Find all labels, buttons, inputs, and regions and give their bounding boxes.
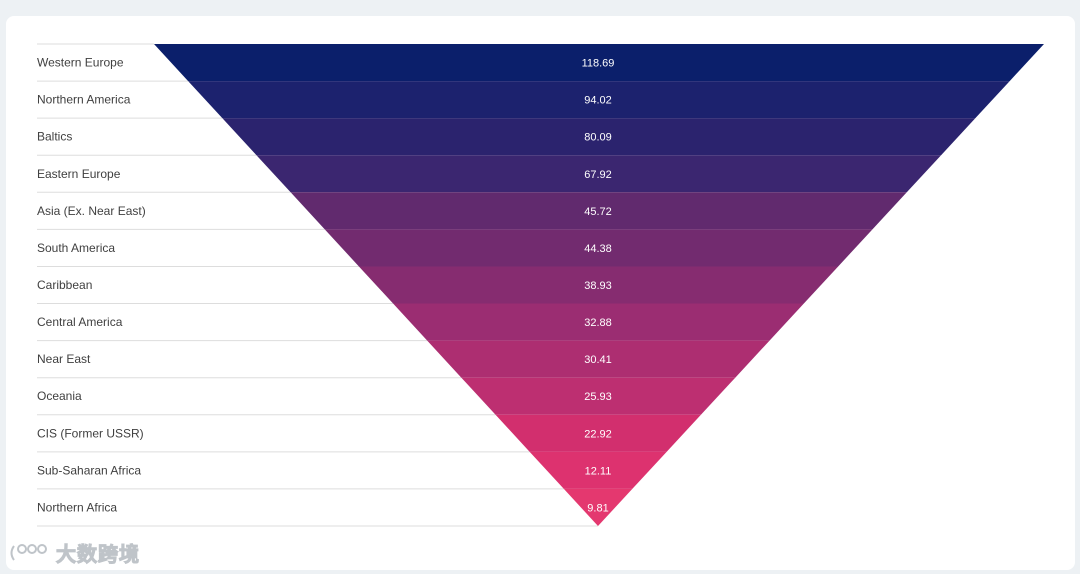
category-label: South America [37, 241, 115, 255]
category-label: Western Europe [37, 56, 124, 70]
value-label: 67.92 [584, 169, 612, 181]
value-label: 25.93 [584, 391, 612, 403]
watermark-text: 大数跨境 [56, 542, 140, 567]
category-label: Baltics [37, 130, 72, 144]
funnel-band[interactable] [324, 229, 873, 267]
funnel-band[interactable] [393, 303, 804, 341]
funnel-band[interactable] [461, 377, 736, 415]
funnel-chart: Western Europe Northern America Baltics Eas… [37, 43, 1044, 527]
category-label: Eastern Europe [37, 167, 121, 181]
value-label: 44.38 [584, 243, 612, 255]
value-label: 30.41 [584, 354, 612, 366]
category-label: Caribbean [37, 278, 92, 292]
funnel-band[interactable] [358, 266, 839, 304]
funnel-band[interactable] [222, 118, 976, 156]
category-label: Sub-Saharan Africa [37, 463, 141, 477]
watermark: 大数跨境 [8, 538, 140, 567]
funnel-band[interactable] [188, 81, 1010, 119]
funnel-band[interactable] [154, 44, 1044, 82]
category-label: Asia (Ex. Near East) [37, 204, 146, 218]
category-label: Oceania [37, 389, 82, 403]
value-label: 80.09 [584, 132, 612, 144]
funnel-band[interactable] [495, 414, 701, 452]
value-label: 118.69 [582, 58, 615, 70]
category-label: Central America [37, 315, 123, 329]
category-label: Northern Africa [37, 500, 117, 514]
value-label: 38.93 [584, 280, 612, 292]
funnel-band[interactable] [563, 488, 633, 526]
value-label: 32.88 [584, 317, 612, 329]
watermark-logo-icon [10, 543, 47, 561]
chart-card: Western Europe Northern America Baltics Eas… [6, 16, 1075, 570]
funnel-band[interactable] [427, 340, 770, 378]
value-label: 45.72 [584, 206, 612, 218]
value-label: 22.92 [584, 428, 612, 440]
value-label: 94.02 [584, 95, 612, 107]
funnel-band[interactable] [290, 192, 907, 230]
value-label: 9.81 [587, 502, 608, 514]
category-label: Northern America [37, 93, 131, 107]
value-label: 12.11 [585, 465, 612, 477]
category-label: CIS (Former USSR) [37, 426, 144, 440]
funnel-band[interactable] [256, 155, 942, 193]
category-label: Near East [37, 352, 91, 366]
funnel-band[interactable] [529, 451, 667, 489]
